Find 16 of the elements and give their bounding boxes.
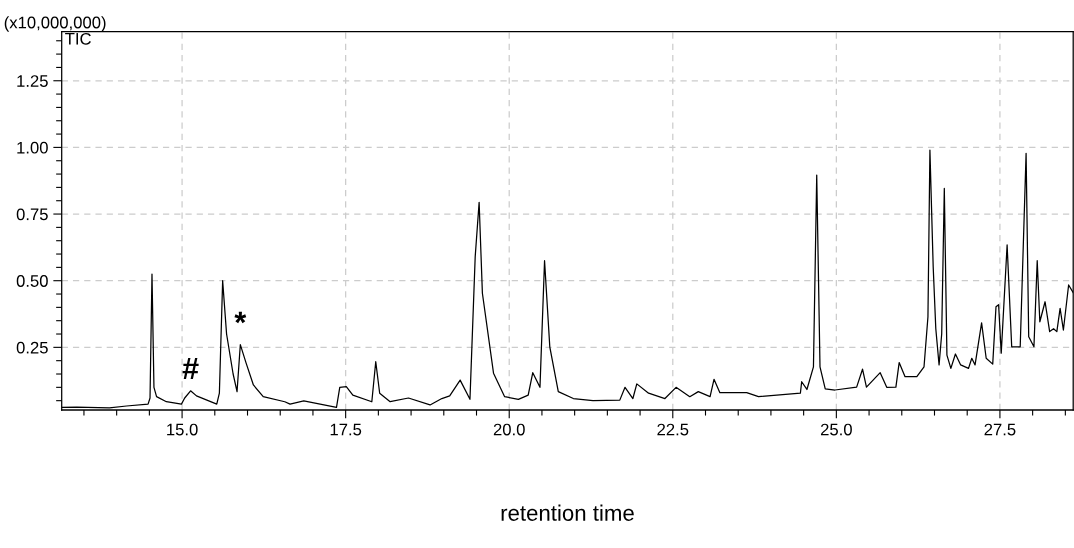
annotation: TIC [65,32,91,45]
y-tick-label: 0.25 [16,341,48,354]
x-tick-label: 17.5 [330,423,362,436]
x-tick-label: 22.5 [657,423,689,436]
text: (x10,000,000) [4,16,106,32]
y-tick-label: 0.75 [16,208,48,221]
y-tick-label: 1.25 [17,75,48,87]
x-tick-label: 15.0 [167,423,198,436]
y-tick-label: 0.50 [16,275,48,287]
x-tick-label: 27.5 [984,423,1016,436]
annotation: * [234,311,247,324]
x-tick-label: 20.0 [493,423,525,436]
annotation: # [182,358,199,379]
x-tick-label: 25.0 [820,423,852,436]
x-axis-title: retention time [501,504,634,521]
y-tick-label: 1.00 [17,141,48,154]
